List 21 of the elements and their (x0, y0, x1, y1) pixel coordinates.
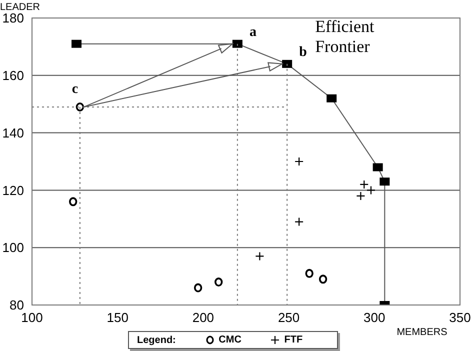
y-tick-label: 180 (2, 10, 24, 26)
y-tick-label: 80 (10, 298, 24, 313)
legend-label: CMC (218, 334, 242, 346)
annotation: a (249, 24, 256, 40)
annotation: c (72, 82, 78, 97)
x-tick-label: 200 (192, 310, 214, 326)
y-tick-label: 100 (2, 240, 24, 256)
legend-label: FTF (283, 334, 303, 346)
series-label: Efficient Frontier (315, 16, 375, 56)
x-tick-label: 350 (449, 310, 471, 326)
annotation: b (299, 44, 308, 60)
y-tick-label: 160 (2, 68, 24, 84)
x-tick-label: 250 (278, 310, 300, 326)
x-axis-title: MEMBERS (396, 327, 448, 338)
legend-title: Legend: (137, 334, 176, 346)
x-tick-label: 150 (106, 310, 128, 326)
x-tick-label: 100 (21, 310, 43, 326)
y-axis-title: LEADER (0, 2, 40, 13)
y-tick-label: 120 (2, 182, 24, 198)
y-tick-label: 140 (2, 125, 24, 140)
x-tick-label: 300 (364, 310, 386, 326)
